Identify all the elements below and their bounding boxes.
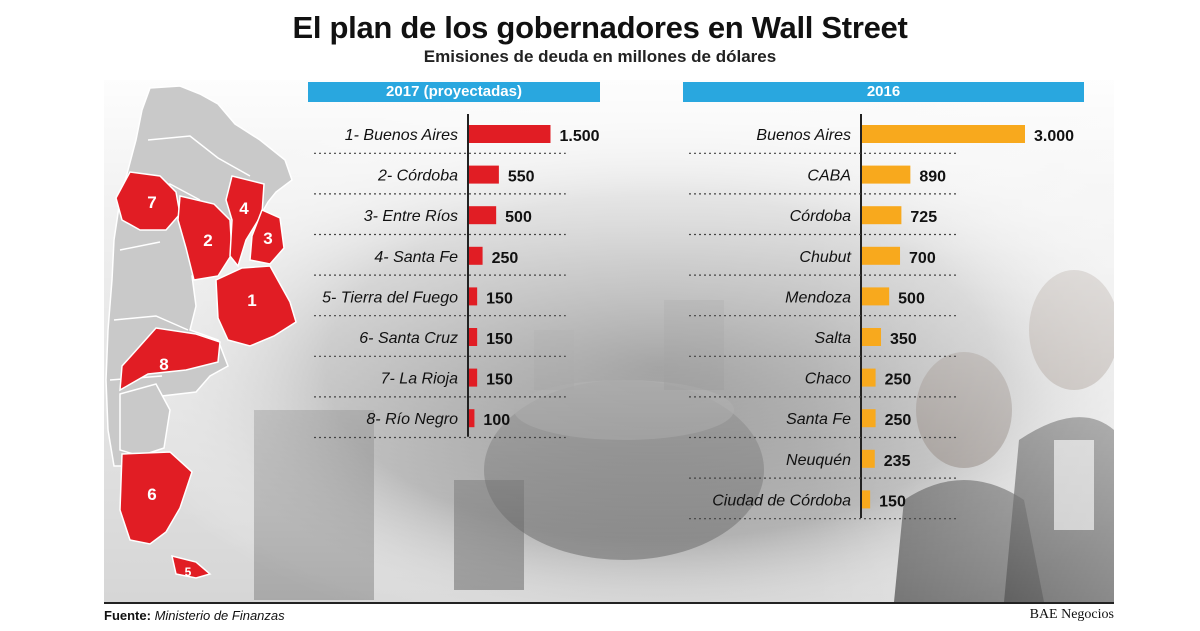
bar <box>469 328 478 346</box>
value-label: 700 <box>909 250 936 267</box>
category-label: CABA <box>807 168 851 185</box>
bar <box>469 368 478 387</box>
bar <box>469 409 475 428</box>
category-label: 6- Santa Cruz <box>359 330 458 347</box>
source-note: Fuente: Ministerio de Finanzas <box>104 608 285 623</box>
value-label: 250 <box>492 250 519 267</box>
category-label: 2- Córdoba <box>377 168 458 185</box>
category-label: Córdoba <box>790 208 851 225</box>
map-label-1: 1 <box>247 291 256 310</box>
map-province-3 <box>249 208 285 265</box>
category-label: Chaco <box>805 371 851 388</box>
bar <box>469 287 478 306</box>
value-label: 235 <box>884 453 911 470</box>
value-label: 250 <box>885 372 912 389</box>
value-label: 890 <box>919 169 946 186</box>
source-value: Ministerio de Finanzas <box>154 608 285 623</box>
value-label: 1.500 <box>560 128 600 145</box>
category-label: Ciudad de Córdoba <box>712 492 851 509</box>
chart-2017: 1- Buenos Aires 1.500 2- Córdoba 550 3- Entr… <box>314 114 600 439</box>
map-province-6 <box>119 451 193 545</box>
map-label-5: 5 <box>185 565 192 579</box>
category-label: Chubut <box>799 249 851 266</box>
value-label: 150 <box>486 372 513 389</box>
bar <box>862 449 875 468</box>
map-province-8 <box>119 327 221 392</box>
map-province-4 <box>225 175 265 268</box>
category-label: Buenos Aires <box>756 127 851 144</box>
value-label: 150 <box>486 290 513 307</box>
map-province-2 <box>177 195 233 281</box>
argentina-map: 7 2 4 3 1 8 6 5 <box>105 85 297 579</box>
chart-2016: Buenos Aires 3.000 CABA 890 Córdoba 725 Chubut… <box>689 114 1074 520</box>
map-province-1 <box>215 265 297 347</box>
value-label: 150 <box>879 493 906 510</box>
value-label: 100 <box>483 412 510 429</box>
category-label: Salta <box>815 330 852 347</box>
bar <box>469 246 483 265</box>
map-label-3: 3 <box>263 229 272 248</box>
bar <box>862 409 876 428</box>
category-label: Mendoza <box>785 289 851 306</box>
bar <box>469 125 551 143</box>
header-2016: 2016 <box>683 82 1084 102</box>
map-label-4: 4 <box>239 199 249 218</box>
map-label-7: 7 <box>147 193 156 212</box>
map-province-7 <box>115 171 181 231</box>
value-label: 500 <box>505 209 532 226</box>
category-label: 5- Tierra del Fuego <box>322 289 458 306</box>
value-label: 250 <box>885 412 912 429</box>
map-label-8: 8 <box>159 355 168 374</box>
bar <box>862 125 1025 143</box>
bar <box>862 328 882 346</box>
publisher-credit: BAE Negocios <box>1029 607 1114 622</box>
bar <box>862 368 876 387</box>
value-label: 150 <box>486 331 513 348</box>
footer-divider <box>104 602 1114 604</box>
category-label: 7- La Rioja <box>381 371 458 388</box>
category-label: Neuquén <box>786 452 851 469</box>
category-label: Santa Fe <box>786 411 851 428</box>
value-label: 550 <box>508 169 535 186</box>
bar <box>862 165 911 184</box>
value-label: 500 <box>898 290 925 307</box>
category-label: 4- Santa Fe <box>374 249 458 266</box>
bar <box>862 246 901 265</box>
category-label: 3- Entre Ríos <box>364 208 458 225</box>
bar <box>469 165 499 184</box>
map-label-6: 6 <box>147 485 156 504</box>
category-label: 1- Buenos Aires <box>345 127 458 144</box>
header-2017: 2017 (proyectadas) <box>308 82 600 102</box>
map-label-2: 2 <box>203 231 212 250</box>
bar <box>862 490 871 509</box>
chart-subtitle: Emisiones de deuda en millones de dólare… <box>423 47 777 66</box>
value-label: 3.000 <box>1034 128 1074 145</box>
source-label: Fuente: <box>104 608 151 623</box>
bar <box>862 287 890 306</box>
chart-title: El plan de los gobernadores en Wall Stre… <box>292 10 908 45</box>
value-label: 350 <box>890 331 917 348</box>
background-photo <box>104 80 1114 602</box>
map-province-5 <box>171 554 212 579</box>
value-label: 725 <box>910 209 937 226</box>
bar <box>469 206 497 225</box>
category-label: 8- Río Negro <box>366 411 458 428</box>
bar <box>862 206 902 225</box>
